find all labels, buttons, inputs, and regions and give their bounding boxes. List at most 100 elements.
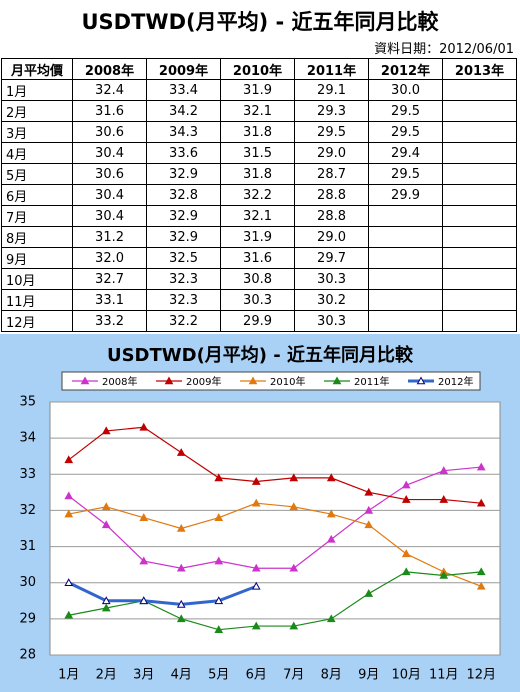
- legend-marker: [164, 376, 174, 385]
- table-cell: 3月: [1, 121, 73, 143]
- table-cell: [442, 205, 517, 227]
- table-cell: 10月: [1, 268, 73, 290]
- table-cell: 32.1: [220, 205, 295, 227]
- table-cell: 30.8: [220, 268, 295, 290]
- legend-marker: [248, 376, 258, 385]
- table-cell: 30.4: [72, 184, 147, 206]
- table-cell: 1月: [1, 79, 73, 101]
- table-cell: 31.6: [220, 247, 295, 269]
- legend-marker: [416, 376, 426, 385]
- column-header: 2013年: [442, 58, 517, 80]
- data-point: [401, 495, 411, 503]
- column-header: 2011年: [294, 58, 369, 80]
- table-cell: 34.2: [146, 100, 221, 122]
- data-point: [401, 480, 411, 489]
- legend-label: 2008年: [102, 375, 137, 388]
- data-point: [476, 498, 486, 507]
- data-point: [289, 621, 299, 630]
- y-tick-label: 29: [19, 611, 36, 626]
- data-point: [251, 498, 261, 507]
- data-point: [251, 621, 261, 630]
- data-point: [439, 495, 449, 503]
- column-header: 2010年: [220, 58, 295, 80]
- legend-label: 2010年: [270, 375, 305, 388]
- legend-label: 2011年: [354, 375, 389, 388]
- x-tick-label: 12月: [466, 668, 496, 683]
- table-cell: [442, 142, 517, 164]
- table-cell: 30.4: [72, 142, 147, 164]
- data-point: [289, 563, 299, 572]
- table-row: 9月 32.0 32.5 31.6 29.7: [1, 247, 517, 269]
- data-point: [64, 509, 74, 518]
- table-cell: 29.7: [294, 247, 369, 269]
- x-tick-label: 4月: [171, 668, 192, 683]
- data-point: [476, 462, 486, 471]
- table-row: 2月 31.6 34.2 32.1 29.3 29.5: [1, 100, 517, 122]
- table-cell: 33.6: [146, 142, 221, 164]
- table-cell: 32.2: [220, 184, 295, 206]
- table-cell: [368, 289, 443, 311]
- data-point: [439, 570, 449, 579]
- table-cell: 28.8: [294, 205, 369, 227]
- data-point: [439, 466, 449, 474]
- table-cell: 29.5: [368, 163, 443, 185]
- table-cell: [442, 100, 517, 122]
- data-point: [139, 596, 149, 605]
- table-cell: 31.8: [220, 121, 295, 143]
- y-tick-label: 32: [19, 503, 36, 518]
- table-cell: 30.3: [294, 310, 369, 332]
- table-cell: 29.3: [294, 100, 369, 122]
- y-tick-label: 34: [19, 431, 36, 446]
- y-tick-label: 28: [19, 648, 36, 663]
- data-point: [401, 567, 411, 576]
- table-row: 8月 31.2 32.9 31.9 29.0: [1, 226, 517, 248]
- data-point: [364, 589, 374, 597]
- x-tick-label: 7月: [283, 668, 304, 683]
- data-point: [101, 502, 111, 511]
- table-cell: 29.5: [368, 100, 443, 122]
- data-date: 資料日期：2012/06/01: [374, 42, 514, 57]
- y-tick-label: 35: [19, 395, 36, 410]
- data-point: [64, 610, 74, 619]
- table-cell: 32.3: [146, 268, 221, 290]
- data-point: [139, 513, 149, 521]
- table-cell: 32.0: [72, 247, 147, 269]
- table-cell: 4月: [1, 142, 73, 164]
- table-cell: [442, 247, 517, 269]
- table-cell: 29.9: [220, 310, 295, 332]
- table-cell: 31.2: [72, 226, 147, 248]
- data-point: [289, 502, 299, 511]
- column-header: 2009年: [146, 58, 221, 80]
- data-point: [289, 473, 299, 482]
- table-row: 6月 30.4 32.8 32.2 28.8 29.9: [1, 184, 517, 206]
- table-cell: 6月: [1, 184, 73, 206]
- data-point: [214, 556, 224, 565]
- legend-marker: [332, 376, 342, 385]
- header-row: 月平均價 2008年 2009年 2010年 2011年 2012年 2013年: [1, 58, 517, 80]
- table-row: 7月 30.4 32.9 32.1 28.8: [1, 205, 517, 227]
- table-cell: 32.9: [146, 163, 221, 185]
- legend-marker: [80, 376, 90, 385]
- table-cell: 29.9: [368, 184, 443, 206]
- x-tick-label: 3月: [133, 668, 154, 683]
- table-row: 12月 33.2 32.2 29.9 30.3: [1, 310, 517, 332]
- x-tick-label: 9月: [358, 668, 379, 683]
- table-cell: [442, 163, 517, 185]
- table-cell: 30.0: [368, 79, 443, 101]
- data-point: [251, 581, 261, 590]
- x-tick-label: 8月: [321, 668, 342, 683]
- table-cell: [442, 184, 517, 206]
- table-cell: [368, 226, 443, 248]
- table-cell: [442, 226, 517, 248]
- table-cell: 30.6: [72, 163, 147, 185]
- table-cell: [368, 205, 443, 227]
- data-point: [326, 614, 336, 623]
- data-point: [176, 599, 186, 608]
- table-cell: 34.3: [146, 121, 221, 143]
- table-cell: 29.1: [294, 79, 369, 101]
- data-point: [64, 578, 74, 587]
- table-cell: 11月: [1, 289, 73, 311]
- table-cell: 30.2: [294, 289, 369, 311]
- table-cell: 32.5: [146, 247, 221, 269]
